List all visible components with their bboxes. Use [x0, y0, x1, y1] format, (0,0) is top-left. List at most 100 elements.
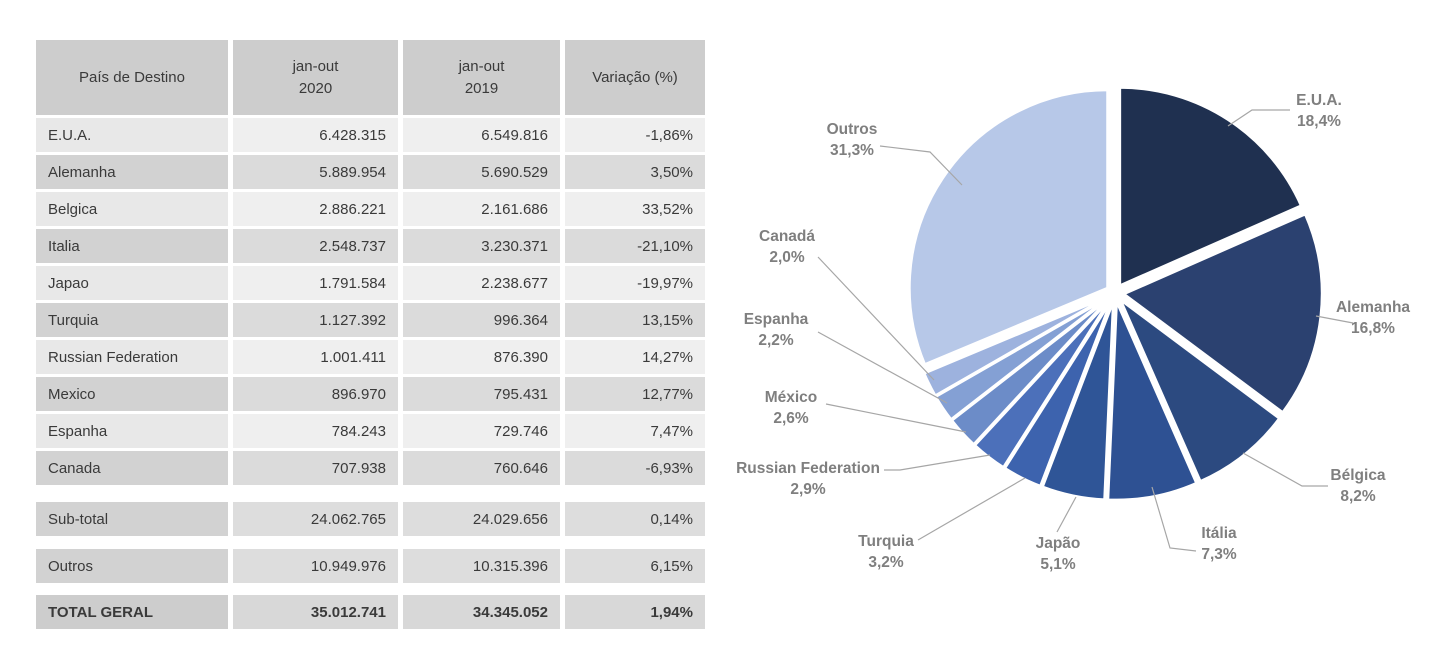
country-cell: E.U.A.: [36, 118, 228, 152]
leader-line: [917, 477, 1026, 541]
header-value-2019-cell: jan-out 2019: [403, 40, 560, 115]
country-cell: Russian Federation: [36, 340, 228, 374]
value-2020-cell: 5.889.954: [233, 155, 398, 189]
header-line: Variação (%): [592, 68, 678, 86]
value-2020-cell: 1.791.584: [233, 266, 398, 300]
slice-label-name: E.U.A.: [1296, 92, 1342, 109]
slice-label: Japão 5,1%: [1036, 535, 1081, 573]
header-line: País de Destino: [79, 68, 185, 86]
pie-slice-jap-o: [1041, 300, 1115, 501]
slice-label-value: 2,2%: [758, 332, 794, 349]
slice-label-value: 2,9%: [790, 481, 826, 498]
variation-cell: 33,52%: [565, 192, 705, 226]
country-cell: TOTAL GERAL: [36, 595, 228, 629]
slice-label-value: 31,3%: [830, 142, 874, 159]
value-2020-cell: 10.949.976: [233, 549, 398, 583]
value-2019-cell: 24.029.656: [403, 502, 560, 536]
leader-line: [1315, 315, 1354, 324]
leader-line: [1056, 496, 1077, 533]
slice-label: Espanha 2,2%: [744, 311, 809, 349]
country-cell: Espanha: [36, 414, 228, 448]
slice-label-value: 18,4%: [1297, 113, 1341, 130]
total-row: TOTAL GERAL 35.012.741 34.345.052 1,94%: [36, 595, 705, 629]
pie-slice-m-xico: [950, 297, 1110, 446]
value-2019-cell: 2.161.686: [403, 192, 560, 226]
slice-label-name: Itália: [1201, 525, 1237, 542]
variation-cell: 6,15%: [565, 549, 705, 583]
country-cell: Sub-total: [36, 502, 228, 536]
value-2019-cell: 10.315.396: [403, 549, 560, 583]
slice-label-value: 2,6%: [773, 410, 809, 427]
value-2019-cell: 795.431: [403, 377, 560, 411]
value-2020-cell: 1.001.411: [233, 340, 398, 374]
table-row: Turquia 1.127.392 996.364 13,15%: [36, 303, 705, 337]
leader-line: [825, 403, 967, 433]
leader-line: [817, 331, 948, 404]
slice-label-value: 8,2%: [1340, 488, 1376, 505]
slice-label: Itália 7,3%: [1201, 525, 1237, 563]
country-cell: Italia: [36, 229, 228, 263]
country-cell: Japao: [36, 266, 228, 300]
variation-cell: 0,14%: [565, 502, 705, 536]
leader-line: [1151, 486, 1197, 552]
value-2019-cell: 5.690.529: [403, 155, 560, 189]
value-2020-cell: 6.428.315: [233, 118, 398, 152]
leader-line: [1227, 109, 1290, 127]
slice-label-name: Alemanha: [1336, 299, 1410, 316]
pie-chart: E.U.A. 18,4% Alemanha 16,8% Bélgica 8,2% Itáli…: [736, 86, 1410, 573]
pie-slice-turquia: [1003, 299, 1113, 488]
variation-cell: 7,47%: [565, 414, 705, 448]
pie-slice-b-lgica: [1119, 298, 1281, 483]
value-2019-cell: 3.230.371: [403, 229, 560, 263]
slice-label-value: 16,8%: [1351, 320, 1395, 337]
slice-label-name: Russian Federation: [736, 460, 880, 477]
country-cell: Mexico: [36, 377, 228, 411]
slice-label-name: Japão: [1036, 535, 1081, 552]
header-line: jan-out: [458, 57, 505, 75]
pie-slice-it-lia: [1106, 300, 1198, 502]
country-cell: Turquia: [36, 303, 228, 337]
pie-slice-outros: [908, 88, 1109, 366]
leader-line: [817, 256, 935, 381]
variation-cell: -1,86%: [565, 118, 705, 152]
variation-cell: -19,97%: [565, 266, 705, 300]
table-row: Russian Federation 1.001.411 876.390 14,27%: [36, 340, 705, 374]
value-2019-cell: 996.364: [403, 303, 560, 337]
variation-cell: 3,50%: [565, 155, 705, 189]
subtotal-row: Sub-total 24.062.765 24.029.656 0,14%: [36, 502, 705, 536]
value-2020-cell: 35.012.741: [233, 595, 398, 629]
table-row: Japao 1.791.584 2.238.677 -19,97%: [36, 266, 705, 300]
table-row: Mexico 896.970 795.431 12,77%: [36, 377, 705, 411]
pie-slice-e-u-a: [1118, 86, 1303, 287]
slice-label-value: 5,1%: [1040, 556, 1076, 573]
slice-label: Russian Federation 2,9%: [736, 460, 880, 498]
table-row: E.U.A. 6.428.315 6.549.816 -1,86%: [36, 118, 705, 152]
variation-cell: 13,15%: [565, 303, 705, 337]
slice-label-name: Espanha: [744, 311, 809, 328]
slice-label-name: Canadá: [759, 228, 815, 245]
slice-label: México 2,6%: [765, 389, 818, 427]
header-country-cell: País de Destino: [36, 40, 228, 115]
value-2019-cell: 729.746: [403, 414, 560, 448]
table-row: Belgica 2.886.221 2.161.686 33,52%: [36, 192, 705, 226]
slice-label-name: Outros: [827, 121, 878, 138]
value-2020-cell: 784.243: [233, 414, 398, 448]
header-line: 2020: [298, 79, 333, 97]
header-variation-cell: Variação (%): [565, 40, 705, 115]
country-cell: Outros: [36, 549, 228, 583]
slice-label-value: 3,2%: [868, 554, 904, 571]
value-2020-cell: 1.127.392: [233, 303, 398, 337]
value-2020-cell: 24.062.765: [233, 502, 398, 536]
table-row: Canada 707.938 760.646 -6,93%: [36, 451, 705, 485]
pie-slice-russian-federation: [973, 298, 1111, 469]
country-cell: Belgica: [36, 192, 228, 226]
variation-cell: 14,27%: [565, 340, 705, 374]
destination-table: País de Destino jan-out 2020 jan-out 2019 Var…: [36, 40, 705, 629]
country-cell: Alemanha: [36, 155, 228, 189]
header-line: 2019: [464, 79, 499, 97]
country-cell: Canada: [36, 451, 228, 485]
slice-label: Canadá 2,0%: [759, 228, 815, 266]
value-2019-cell: 760.646: [403, 451, 560, 485]
value-2020-cell: 2.886.221: [233, 192, 398, 226]
